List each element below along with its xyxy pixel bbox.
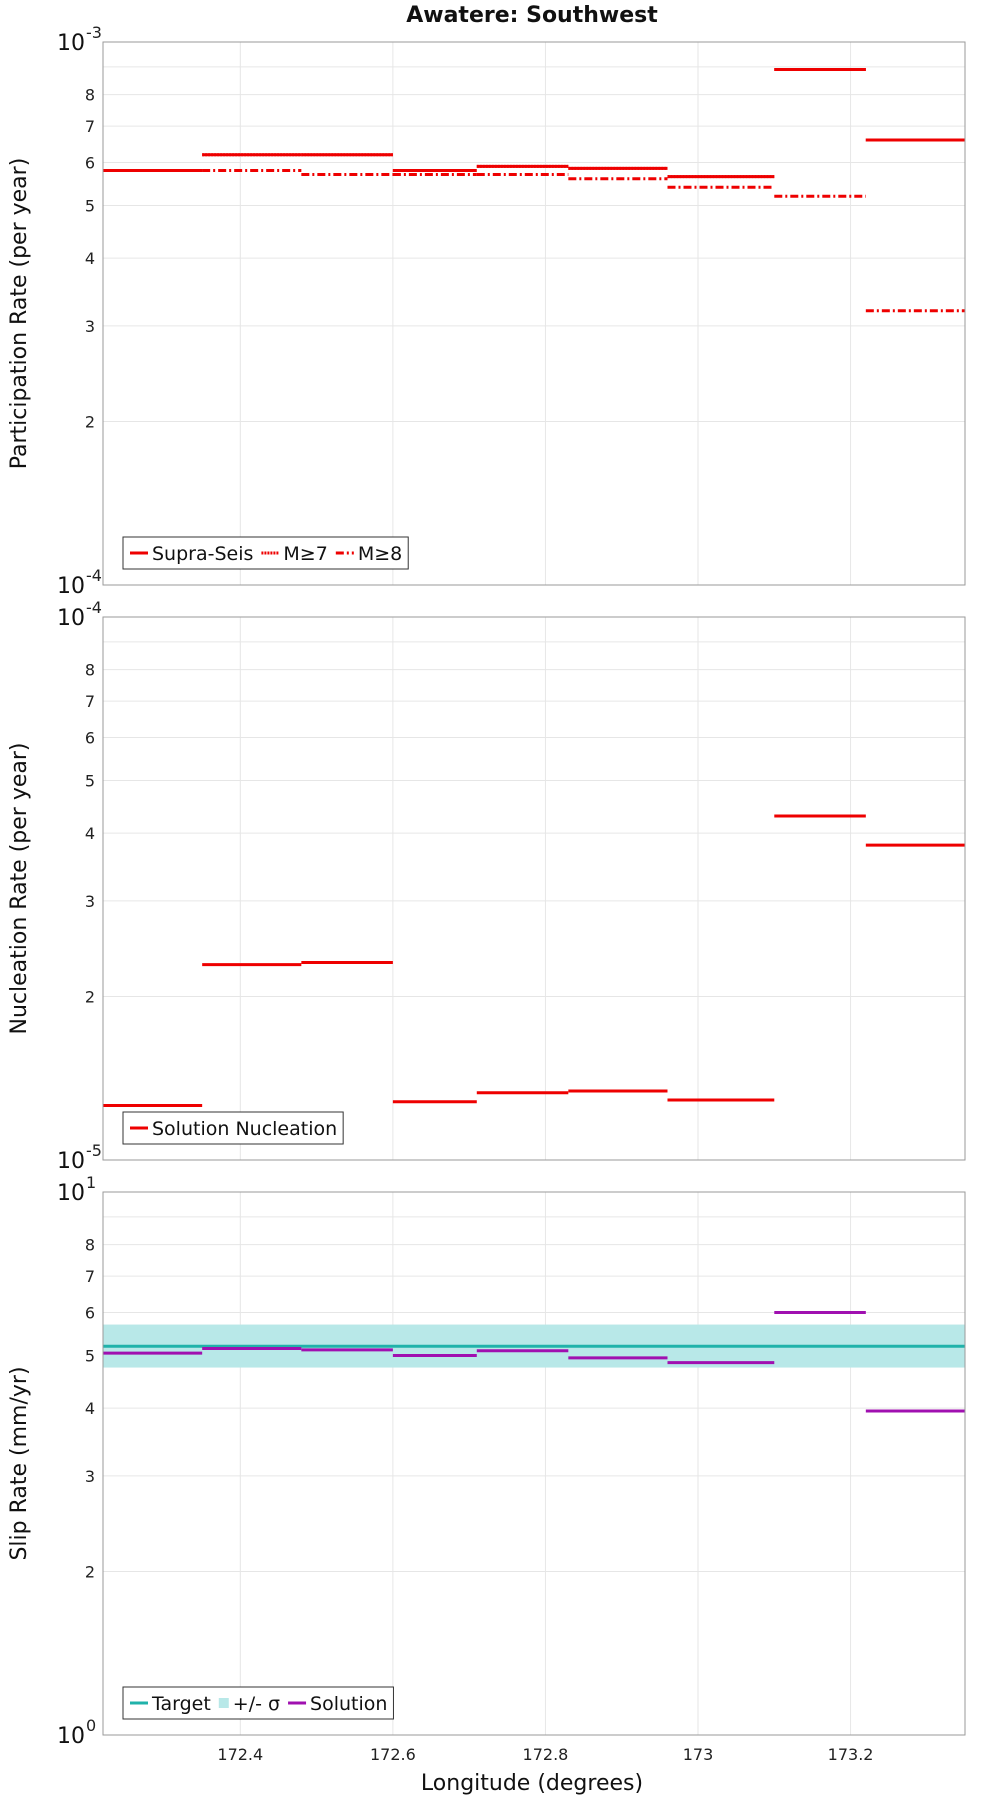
chart-title: Awatere: Southwest	[406, 3, 658, 28]
y-tick-label: 3	[85, 1467, 95, 1486]
legend-box	[122, 1111, 344, 1145]
y-tick-label: 3	[85, 892, 95, 911]
legend-label: Target	[151, 1693, 211, 1715]
series-supra-seis	[103, 67, 965, 179]
y-tick-label: 5	[85, 1346, 95, 1365]
legend: Supra-Seis M≥7 M≥8	[122, 536, 409, 570]
y-tick-label: 4	[85, 249, 95, 268]
y-decade-exponent: -3	[86, 23, 102, 42]
series-solution	[103, 1310, 965, 1413]
plot-frame	[102, 1191, 966, 1736]
y-tick-label: 7	[85, 117, 95, 136]
x-tick-label: 172.6	[370, 1745, 416, 1764]
legend: Solution Nucleation	[122, 1111, 344, 1145]
legend: Target +/- σ Solution	[122, 1686, 394, 1720]
y-decade-label: 10	[57, 574, 85, 599]
y-decade-label: 10	[57, 1724, 85, 1749]
y-axis-label: Slip Rate (mm/yr)	[7, 1366, 32, 1560]
y-tick-label: 6	[85, 728, 95, 747]
y-tick-label: 5	[85, 771, 95, 790]
y-decade-exponent: 1	[86, 1173, 96, 1192]
y-tick-label: 2	[85, 1563, 95, 1582]
legend-label: M≥7	[283, 543, 327, 565]
series-m-7	[103, 67, 965, 179]
legend-label: Solution Nucleation	[152, 1118, 337, 1140]
y-decade-exponent: -4	[86, 566, 102, 585]
y-decade-label: 10	[57, 1181, 85, 1206]
y-decade-label: 10	[57, 31, 85, 56]
legend-swatch	[218, 1698, 229, 1708]
legend-label: M≥8	[358, 543, 402, 565]
y-decade-label: 10	[57, 1149, 85, 1174]
x-tick-label: 173	[683, 1745, 714, 1764]
y-tick-label: 7	[85, 692, 95, 711]
legend-label: +/- σ	[233, 1693, 280, 1715]
y-decade-label: 10	[57, 606, 85, 631]
y-decade-exponent: 0	[86, 1716, 96, 1735]
y-tick-label: 7	[85, 1267, 95, 1286]
y-decade-exponent: -4	[86, 598, 102, 617]
y-tick-label: 2	[85, 988, 95, 1007]
x-axis-label: Longitude (degrees)	[421, 1771, 643, 1796]
y-decade-exponent: -5	[86, 1141, 102, 1160]
y-tick-label: 6	[85, 153, 95, 172]
y-tick-label: 3	[85, 317, 95, 336]
y-tick-label: 6	[85, 1303, 95, 1322]
legend-box	[122, 1686, 394, 1720]
series-solution-nucleation	[103, 814, 965, 1107]
plot-frame	[102, 41, 966, 586]
series-m-8	[103, 168, 965, 313]
x-tick-label: 172.8	[523, 1745, 569, 1764]
legend-label: Solution	[310, 1693, 387, 1715]
legend-label: Supra-Seis	[152, 543, 253, 565]
plot-frame	[102, 616, 966, 1161]
y-tick-label: 8	[85, 661, 95, 680]
y-tick-label: 8	[85, 86, 95, 105]
y-axis-label: Nucleation Rate (per year)	[7, 743, 32, 1035]
x-tick-label: 173.2	[828, 1745, 874, 1764]
y-tick-label: 8	[85, 1236, 95, 1255]
y-tick-label: 4	[85, 824, 95, 843]
y-axis-label: Participation Rate (per year)	[7, 158, 32, 470]
y-tick-label: 2	[85, 413, 95, 432]
y-tick-label: 4	[85, 1399, 95, 1418]
y-tick-label: 5	[85, 196, 95, 215]
x-tick-label: 172.4	[217, 1745, 263, 1764]
